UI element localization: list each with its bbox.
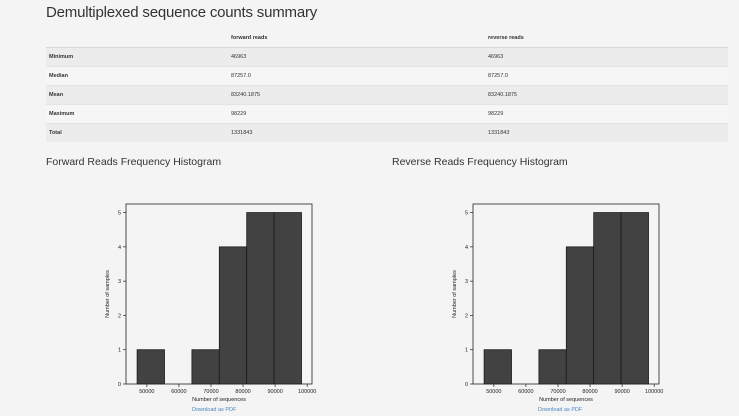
- x-tick-label: 60000: [518, 389, 533, 395]
- header-forward-reads: forward reads: [228, 29, 485, 48]
- histogram-bar: [538, 349, 567, 385]
- table-header-row: forward reads reverse reads: [46, 29, 728, 48]
- x-tick-label: 50000: [139, 389, 154, 395]
- histogram-bar: [246, 212, 275, 385]
- y-tick-label: 0: [118, 382, 121, 388]
- y-tick-label: 4: [118, 245, 121, 251]
- x-tick-label: 100000: [645, 389, 663, 395]
- forward-value: 87257.0: [228, 66, 485, 86]
- table-row: Total 1331843 1331843: [46, 123, 728, 142]
- x-axis-label: Number of sequences: [192, 397, 246, 403]
- forward-value: 1331843: [228, 123, 485, 142]
- header-reverse-reads: reverse reads: [485, 29, 728, 48]
- reverse-value: 83240.1875: [485, 85, 728, 105]
- x-axis-label: Number of sequences: [539, 397, 593, 403]
- table-row: Maximum 98229 98229: [46, 104, 728, 124]
- y-tick-label: 4: [465, 245, 468, 251]
- y-tick-label: 5: [465, 211, 468, 217]
- row-label: Total: [46, 123, 228, 142]
- row-label: Mean: [46, 85, 228, 105]
- x-tick-label: 90000: [614, 389, 629, 395]
- forward-value: 98229: [228, 104, 485, 124]
- forward-histogram-title: Forward Reads Frequency Histogram: [46, 156, 222, 168]
- y-tick-label: 1: [465, 348, 468, 354]
- y-axis-label: Number of samples: [452, 270, 458, 318]
- y-tick-label: 2: [118, 313, 121, 319]
- histogram-bar: [191, 349, 220, 385]
- x-tick-label: 60000: [171, 389, 186, 395]
- y-tick-label: 3: [465, 279, 468, 285]
- plot-frame: [472, 203, 660, 385]
- summary-table: forward reads reverse reads Minimum 4696…: [46, 29, 728, 142]
- reverse-value: 98229: [485, 104, 728, 124]
- reverse-value: 1331843: [485, 123, 728, 142]
- table-row: Median 87257.0 87257.0: [46, 66, 728, 86]
- y-tick-label: 0: [465, 382, 468, 388]
- x-tick-label: 80000: [235, 389, 250, 395]
- x-tick-label: 90000: [267, 389, 282, 395]
- histogram-bar: [593, 212, 622, 385]
- x-tick-label: 100000: [298, 389, 316, 395]
- histogram-bar: [565, 246, 595, 385]
- forward-download-pdf-link[interactable]: Download as PDF: [192, 407, 237, 413]
- plot-frame: [125, 203, 313, 385]
- reverse-value: 87257.0: [485, 66, 728, 86]
- x-tick-label: 50000: [486, 389, 501, 395]
- reverse-histogram-chart: 50000 60000 70000 80000 90000 100000 0 1 2 3 4 5 Num…: [452, 203, 663, 403]
- y-tick-label: 1: [118, 348, 121, 354]
- forward-value: 46963: [228, 47, 485, 67]
- table-row: Mean 83240.1875 83240.1875: [46, 85, 728, 105]
- histogram-bar: [483, 349, 512, 385]
- reverse-histogram-title: Reverse Reads Frequency Histogram: [392, 156, 568, 168]
- forward-histogram-chart: 50000 60000 70000 80000 90000 100000 0 1 2 3 4 5 Num…: [105, 203, 316, 403]
- page-title: Demultiplexed sequence counts summary: [46, 4, 318, 21]
- row-label: Maximum: [46, 104, 228, 124]
- y-tick-label: 5: [118, 211, 121, 217]
- row-label: Median: [46, 66, 228, 86]
- histogram-bar: [273, 212, 302, 385]
- x-tick-label: 70000: [203, 389, 218, 395]
- x-tick-label: 80000: [582, 389, 597, 395]
- row-label: Minimum: [46, 47, 228, 67]
- y-tick-label: 2: [465, 313, 468, 319]
- table-row: Minimum 46963 46963: [46, 47, 728, 67]
- histogram-bar: [136, 349, 165, 385]
- header-stat: [46, 29, 228, 48]
- y-axis-label: Number of samples: [105, 270, 111, 318]
- y-tick-label: 3: [118, 279, 121, 285]
- x-tick-label: 70000: [550, 389, 565, 395]
- histogram-bar: [620, 212, 649, 385]
- histogram-bar: [218, 246, 248, 385]
- forward-value: 83240.1875: [228, 85, 485, 105]
- reverse-value: 46963: [485, 47, 728, 67]
- reverse-download-pdf-link[interactable]: Download as PDF: [538, 407, 583, 413]
